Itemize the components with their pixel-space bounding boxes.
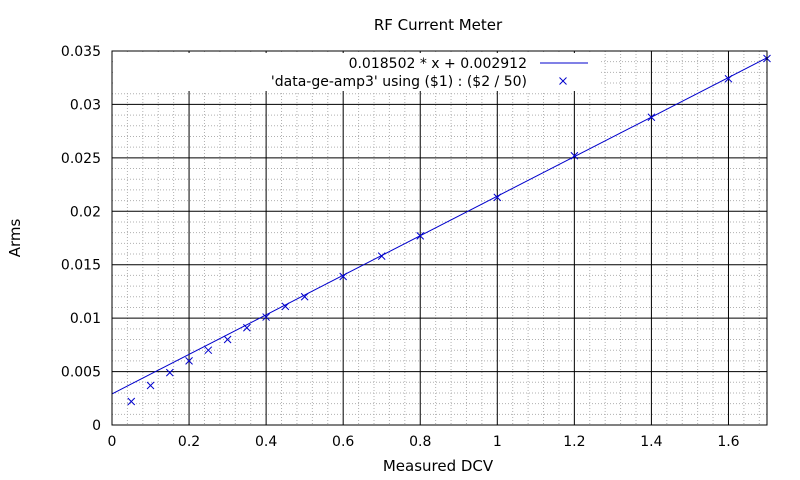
- data-point: [204, 346, 213, 355]
- chart-title: RF Current Meter: [374, 16, 503, 34]
- data-point-stroke: [377, 252, 386, 261]
- data-point-stroke: [262, 313, 270, 321]
- y-tick-label: 0.035: [61, 44, 101, 60]
- x-axis-label: Measured DCV: [383, 457, 494, 475]
- legend-swatch-data-points: [559, 77, 567, 85]
- x-tick-label: 1: [493, 434, 502, 450]
- data-point-stroke: [570, 151, 579, 160]
- data-point-stroke: [281, 302, 290, 311]
- x-tick-label: 1.6: [717, 434, 739, 450]
- data-point-stroke: [339, 272, 348, 281]
- data-point-stroke: [647, 113, 656, 122]
- y-tick-label: 0.02: [70, 204, 101, 220]
- data-point: [281, 302, 290, 311]
- legend-marker-stroke: [559, 77, 567, 85]
- data-point: [262, 313, 270, 321]
- data-point-stroke: [204, 346, 213, 355]
- data-point: [570, 151, 579, 160]
- legend-background: [114, 53, 600, 91]
- data-point: [146, 381, 155, 390]
- data-point: [165, 368, 174, 377]
- axis-ticks: 0 0.2 0.4 0.6 0.8 1 1.2 1.4 1.6 0 0.005 0.01 0.015 0.…: [61, 44, 740, 450]
- plot-area: [111, 54, 771, 406]
- data-point-stroke: [146, 381, 155, 390]
- y-axis-label: Arms: [6, 219, 24, 258]
- y-tick-label: 0.025: [61, 151, 101, 167]
- data-point: [416, 232, 425, 240]
- data-point-stroke: [724, 74, 733, 83]
- data-point: [242, 323, 251, 332]
- data-point: [223, 335, 232, 344]
- fit-line: [111, 57, 768, 395]
- x-tick-label: 1.2: [563, 434, 585, 450]
- x-tick-label: 0.2: [178, 434, 200, 450]
- data-point: [493, 193, 502, 202]
- x-tick-label: 0.4: [255, 434, 277, 450]
- legend-label-fit-line: 0.018502 * x + 0.002912: [349, 56, 527, 72]
- data-point-stroke: [127, 397, 136, 406]
- data-point-stroke: [300, 292, 309, 301]
- data-point-stroke: [242, 323, 251, 332]
- legend: 0.018502 * x + 0.002912 'data-ge-amp3' us…: [271, 56, 588, 90]
- x-tick-label: 1.4: [640, 434, 662, 450]
- y-tick-label: 0: [92, 418, 101, 434]
- y-tick-label: 0.015: [61, 258, 101, 274]
- grid: [112, 51, 767, 425]
- plot-border: [111, 50, 768, 426]
- y-tick-label: 0.005: [61, 365, 101, 381]
- data-point-stroke: [493, 193, 502, 202]
- data-point: [300, 292, 309, 301]
- data-point-stroke: [223, 335, 232, 344]
- x-tick-label: 0.8: [409, 434, 431, 450]
- x-tick-label: 0.6: [332, 434, 354, 450]
- y-tick-label: 0.01: [70, 311, 101, 327]
- data-point-stroke: [165, 368, 174, 377]
- legend-label-data-points: 'data-ge-amp3' using ($1) : ($2 / 50): [271, 74, 527, 90]
- data-point: [127, 397, 136, 406]
- x-tick-label: 0: [108, 434, 117, 450]
- data-point: [724, 74, 733, 83]
- data-point-stroke: [416, 232, 425, 240]
- data-point: [185, 357, 193, 365]
- data-point: [647, 113, 656, 122]
- data-point-stroke: [185, 357, 193, 365]
- data-point: [377, 252, 386, 261]
- y-tick-label: 0.03: [70, 97, 101, 113]
- data-point: [339, 272, 348, 281]
